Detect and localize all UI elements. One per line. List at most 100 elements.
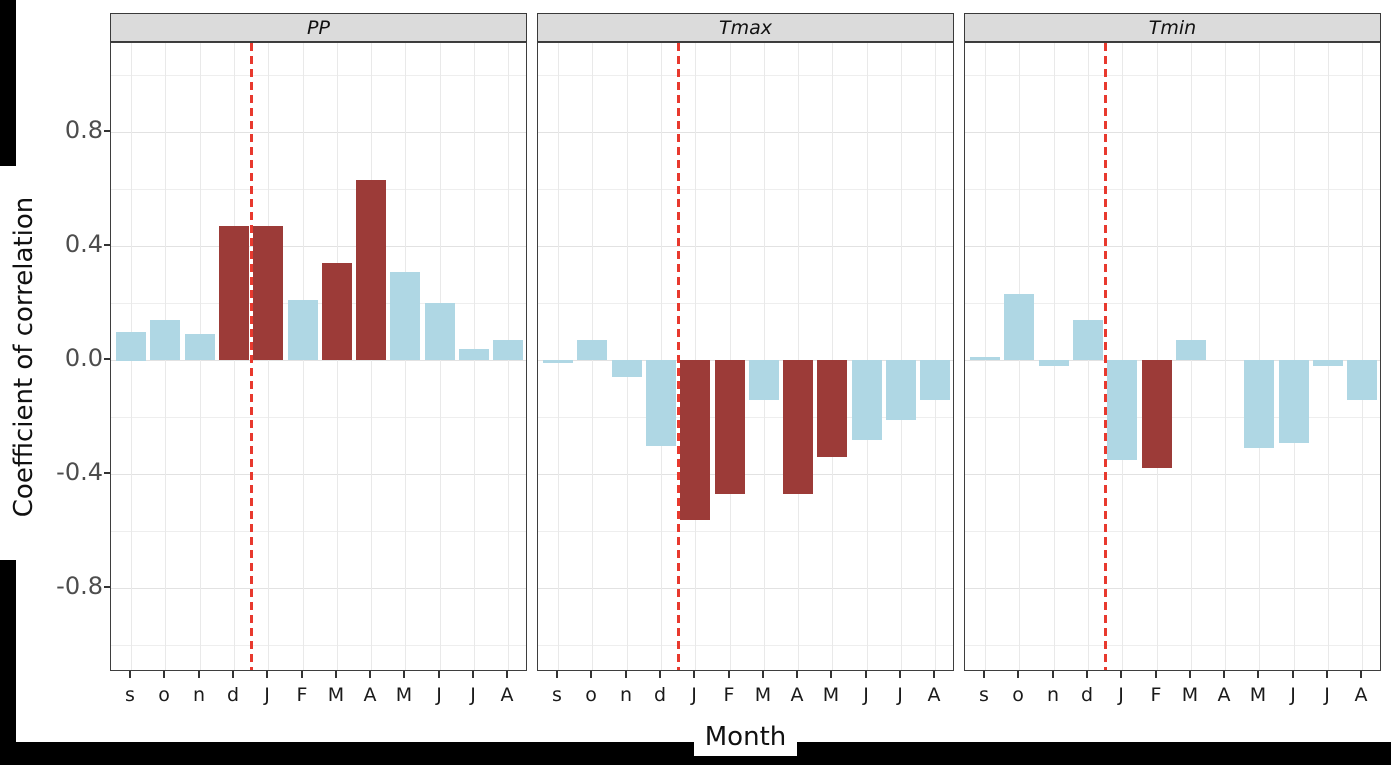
h-gridline (538, 417, 953, 418)
bar-tmax-8-M (817, 360, 847, 457)
bar-pp-7-A (356, 180, 386, 360)
x-tick-mark (301, 671, 303, 678)
bar-pp-8-M (390, 272, 420, 360)
x-tick-label: A (1354, 684, 1368, 706)
y-tick-label: -0.8 (56, 572, 103, 600)
bar-tmin-3-d (1073, 320, 1103, 360)
h-gridline (965, 189, 1380, 190)
x-tick-mark (403, 671, 405, 678)
v-gridline (832, 43, 833, 670)
y-tick-mark (104, 130, 111, 132)
bar-tmin-6-M (1176, 340, 1206, 360)
x-tick-mark (335, 671, 337, 678)
y-tick-label: 0.8 (64, 116, 103, 144)
bar-pp-6-M (322, 263, 352, 360)
x-tick-mark (728, 671, 730, 678)
bar-tmin-10-J (1313, 360, 1343, 366)
x-tick-mark (198, 671, 200, 678)
x-tick-mark (472, 671, 474, 678)
panel-pp: PP s o n d J F M A M J J A (110, 0, 527, 742)
x-tick-label: A (1217, 684, 1231, 706)
v-gridline (935, 43, 936, 670)
h-gridline (538, 189, 953, 190)
h-gridline (965, 645, 1380, 646)
bar-pp-3-d (219, 226, 249, 360)
v-gridline (867, 43, 868, 670)
v-gridline (627, 43, 628, 670)
xlabel-background (694, 742, 797, 756)
bar-tmin-5-F (1142, 360, 1172, 468)
v-gridline (661, 43, 662, 670)
h-gridline (965, 474, 1380, 475)
ylabel-background (0, 166, 16, 560)
x-tick-label: M (327, 684, 345, 706)
h-gridline (538, 132, 953, 133)
x-tick-mark (1223, 671, 1225, 678)
x-tick-label: A (363, 684, 377, 706)
y-tick-mark (104, 358, 111, 360)
plot-area (964, 42, 1381, 671)
x-tick-mark (1189, 671, 1191, 678)
bar-tmin-11-A (1347, 360, 1377, 400)
bar-pp-10-J (459, 349, 489, 360)
v-gridline (1157, 43, 1158, 670)
reference-dashed-line (677, 43, 680, 670)
v-gridline (798, 43, 799, 670)
h-gridline (111, 75, 526, 76)
h-gridline (538, 246, 953, 247)
bar-tmax-9-J (852, 360, 882, 440)
x-tick-label: M (1249, 684, 1267, 706)
y-tick-label: 0.0 (64, 344, 103, 372)
x-tick-mark (590, 671, 592, 678)
h-gridline (965, 303, 1380, 304)
x-tick-label: d (653, 684, 667, 706)
x-tick-mark (163, 671, 165, 678)
h-gridline (111, 474, 526, 475)
x-tick-label: J (264, 684, 270, 706)
x-tick-label: o (1012, 684, 1024, 706)
x-tick-label: J (1290, 684, 1296, 706)
x-tick-mark (625, 671, 627, 678)
bar-tmax-0-s (543, 360, 573, 363)
x-tick-mark (1017, 671, 1019, 678)
reference-dashed-line (1104, 43, 1107, 670)
x-tick-mark (232, 671, 234, 678)
x-tick-label: s (125, 684, 135, 706)
v-gridline (558, 43, 559, 670)
y-tick-mark (104, 472, 111, 474)
v-gridline (730, 43, 731, 670)
x-tick-mark (796, 671, 798, 678)
x-tick-label: F (1150, 684, 1162, 706)
h-gridline (538, 474, 953, 475)
v-gridline (1328, 43, 1329, 670)
bar-tmin-8-M (1244, 360, 1274, 448)
v-gridline (1225, 43, 1226, 670)
h-gridline (111, 189, 526, 190)
h-gridline (538, 75, 953, 76)
h-gridline (965, 531, 1380, 532)
x-tick-label: J (897, 684, 903, 706)
x-tick-mark (830, 671, 832, 678)
h-gridline (965, 417, 1380, 418)
v-gridline (1122, 43, 1123, 670)
bar-tmax-3-d (646, 360, 676, 446)
x-tick-mark (899, 671, 901, 678)
x-tick-label: M (1181, 684, 1199, 706)
x-tick-label: s (552, 684, 562, 706)
x-tick-mark (659, 671, 661, 678)
bar-tmax-11-A (920, 360, 950, 400)
x-axis-title: Month (704, 722, 787, 752)
x-tick-mark (1120, 671, 1122, 678)
x-tick-mark (1326, 671, 1328, 678)
x-tick-label: d (1080, 684, 1094, 706)
x-tick-mark (129, 671, 131, 678)
bar-tmin-0-s (970, 357, 1000, 360)
v-gridline (901, 43, 902, 670)
bar-tmin-4-J (1107, 360, 1137, 460)
h-gridline (538, 588, 953, 589)
x-tick-mark (762, 671, 764, 678)
x-tick-mark (438, 671, 440, 678)
x-tick-mark (556, 671, 558, 678)
reference-dashed-line (250, 43, 253, 670)
x-tick-label: o (158, 684, 170, 706)
